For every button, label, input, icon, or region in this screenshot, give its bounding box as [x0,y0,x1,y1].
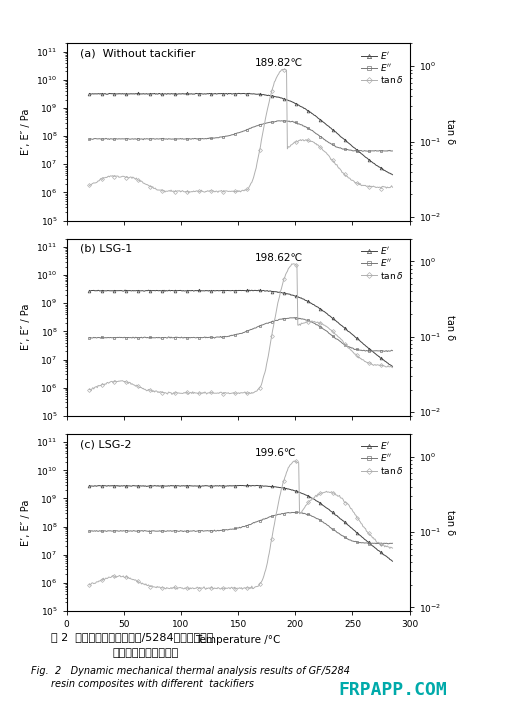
Y-axis label: tan δ: tan δ [445,119,455,145]
Y-axis label: tan δ: tan δ [445,510,455,535]
Legend: $E'$, $E''$, $\tan\delta$: $E'$, $E''$, $\tan\delta$ [359,48,405,87]
Text: FRPAPP.COM: FRPAPP.COM [338,682,446,699]
Text: (b) LSG-1: (b) LSG-1 [80,244,133,254]
Legend: $E'$, $E''$, $\tan\delta$: $E'$, $E''$, $\tan\delta$ [359,438,405,478]
Text: (c) LSG-2: (c) LSG-2 [80,439,132,449]
Text: (a)  Without tackifier: (a) Without tackifier [80,48,196,59]
Legend: $E'$, $E''$, $\tan\delta$: $E'$, $E''$, $\tan\delta$ [359,243,405,283]
Text: 动态力学热分析的影响: 动态力学热分析的影响 [113,649,179,659]
Y-axis label: E’, E″ / Pa: E’, E″ / Pa [21,499,31,546]
Text: Fig.  2   Dynamic mechanical thermal analysis results of GF/5284: Fig. 2 Dynamic mechanical thermal analys… [31,666,350,676]
Text: 图 2  不同定位胶黈剂对玻纤/5284树脂复合材料: 图 2 不同定位胶黈剂对玻纤/5284树脂复合材料 [51,632,214,642]
Y-axis label: E’, E″ / Pa: E’, E″ / Pa [21,304,31,351]
Y-axis label: E’, E″ / Pa: E’, E″ / Pa [21,108,31,155]
Y-axis label: tan δ: tan δ [445,315,455,340]
Text: 198.62℃: 198.62℃ [255,253,303,262]
Text: resin composites with different  tackifiers: resin composites with different tackifie… [51,679,254,689]
Text: 189.82℃: 189.82℃ [255,58,303,67]
Text: 199.6℃: 199.6℃ [255,448,297,458]
X-axis label: Temperature /°C: Temperature /°C [196,635,281,644]
